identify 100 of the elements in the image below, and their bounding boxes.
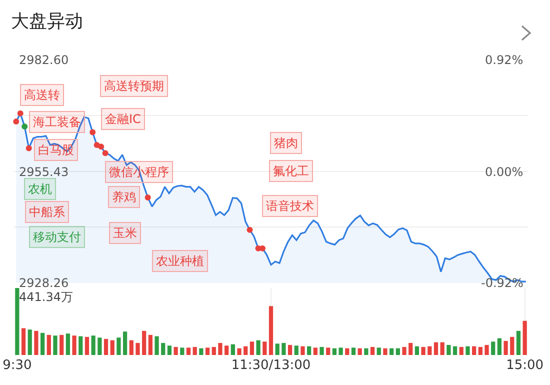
bar	[161, 342, 166, 355]
annotation: 氟化工	[273, 164, 309, 178]
annotation: 441.34万	[19, 290, 73, 304]
bar	[478, 346, 482, 355]
bar	[294, 346, 298, 355]
bar	[174, 346, 178, 355]
y2-tick-label: -0.92%	[481, 276, 524, 290]
bar	[402, 346, 406, 355]
bar	[142, 330, 146, 355]
bar	[408, 342, 413, 355]
bar	[154, 336, 159, 355]
bar	[224, 346, 229, 355]
bar	[256, 340, 260, 355]
chart-title: 大盘异动	[11, 11, 83, 32]
bar	[383, 348, 388, 355]
annotation: 语音技术	[266, 199, 314, 213]
bar	[53, 336, 58, 355]
bar	[230, 344, 235, 355]
x-tick-label: 9:30	[2, 358, 32, 373]
x-tick-label: 15:00	[506, 358, 544, 373]
y-tick-label: 2928.26	[19, 276, 69, 290]
bar	[338, 348, 343, 355]
bar	[122, 332, 128, 355]
bar	[396, 348, 400, 355]
bar	[440, 342, 444, 355]
bar	[237, 348, 242, 355]
bar	[484, 344, 489, 355]
bar	[459, 346, 464, 355]
bar	[212, 346, 216, 355]
point	[26, 145, 32, 152]
bar	[452, 346, 458, 355]
bar	[205, 348, 210, 355]
bar	[72, 336, 76, 355]
point	[17, 110, 24, 116]
y2-tick-label: 0.00%	[485, 165, 524, 179]
point	[13, 118, 20, 125]
annotation: 农机	[28, 182, 52, 196]
bar	[522, 320, 527, 355]
bar	[307, 346, 312, 355]
annotation: 高送转	[24, 88, 60, 102]
bar	[110, 340, 114, 355]
bar	[491, 342, 496, 355]
bar	[148, 334, 152, 355]
point	[22, 123, 28, 130]
bar	[218, 342, 222, 355]
bar	[199, 348, 204, 355]
annotation: 中船系	[29, 205, 65, 219]
annotation: 金融IC	[105, 112, 141, 126]
bar	[390, 348, 394, 355]
point	[144, 194, 151, 200]
bar	[275, 344, 280, 355]
point	[102, 150, 108, 156]
bar	[244, 346, 248, 355]
bar	[376, 348, 381, 355]
bar	[21, 328, 26, 355]
bar	[129, 340, 134, 355]
point	[98, 144, 104, 150]
bar	[358, 348, 362, 355]
annotation: 玉米	[113, 226, 137, 240]
annotation: 养鸡	[112, 190, 136, 204]
bar	[250, 342, 254, 355]
bar	[434, 342, 438, 355]
annotation: 高送转预期	[104, 79, 164, 93]
bar	[510, 336, 514, 355]
bar	[351, 348, 356, 355]
bar	[46, 334, 51, 355]
bar	[472, 346, 476, 355]
bar	[446, 344, 451, 355]
y-tick-label: 2955.43	[19, 165, 69, 179]
bar	[136, 342, 140, 355]
bar	[91, 336, 96, 355]
bar	[66, 334, 70, 355]
bar	[262, 342, 267, 355]
point	[90, 129, 96, 136]
bar	[504, 340, 508, 355]
y2-tick-label: 0.92%	[485, 53, 524, 67]
bar	[421, 346, 426, 355]
bar	[345, 348, 350, 355]
bar	[180, 348, 184, 355]
bar	[332, 348, 337, 355]
bar	[326, 348, 330, 355]
bar	[192, 346, 197, 355]
bar	[497, 338, 502, 355]
annotation: 农业种植	[156, 254, 204, 268]
bar	[428, 346, 432, 355]
bar	[268, 306, 274, 355]
annotation: 海工装备	[33, 115, 81, 129]
bar	[84, 336, 90, 355]
point	[246, 226, 253, 233]
bar	[282, 342, 286, 355]
bar	[78, 336, 83, 355]
bar	[516, 330, 521, 355]
point	[260, 245, 266, 252]
bar	[28, 330, 32, 355]
bar	[414, 346, 420, 355]
bar	[370, 346, 375, 355]
bar	[300, 346, 305, 355]
annotation: 移动支付	[33, 230, 81, 244]
y-tick-label: 2982.60	[19, 53, 69, 67]
bar	[98, 338, 102, 355]
